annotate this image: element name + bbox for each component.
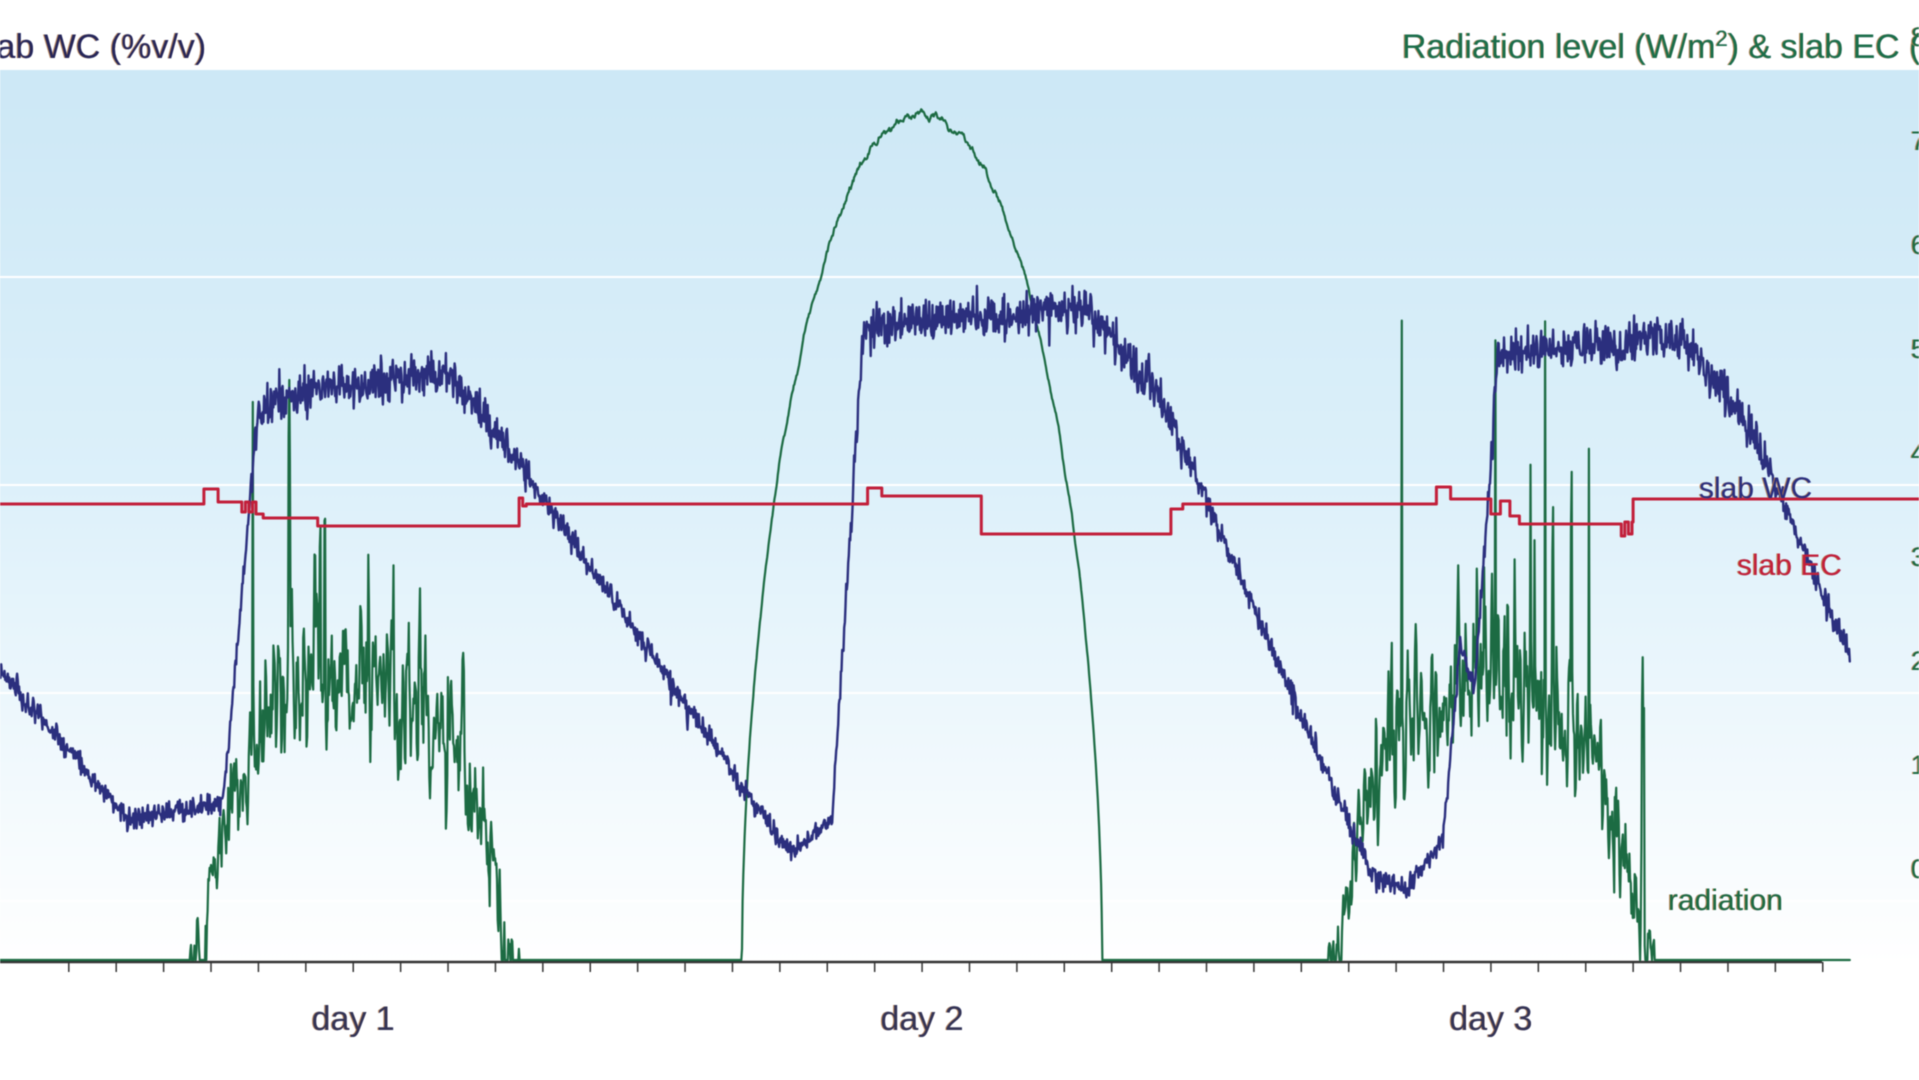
svg-text:slab WC (%v/v): slab WC (%v/v) xyxy=(0,28,206,66)
svg-text:3: 3 xyxy=(1911,542,1919,572)
svg-text:Radiation level (W/m2) & slab: Radiation level (W/m2) & slab EC (mS/cm) xyxy=(1402,26,1919,67)
svg-text:day 3: day 3 xyxy=(1449,1000,1532,1038)
svg-text:8: 8 xyxy=(1911,22,1919,52)
svg-text:day 1: day 1 xyxy=(312,1000,395,1038)
svg-text:1: 1 xyxy=(1911,750,1919,780)
svg-text:2: 2 xyxy=(1911,646,1919,676)
svg-text:5: 5 xyxy=(1911,334,1919,364)
svg-text:slab WC: slab WC xyxy=(1699,472,1812,505)
svg-text:0: 0 xyxy=(1911,854,1919,884)
svg-text:slab EC: slab EC xyxy=(1737,549,1842,582)
svg-text:7: 7 xyxy=(1911,126,1919,156)
svg-text:4: 4 xyxy=(1911,438,1919,468)
svg-text:day 2: day 2 xyxy=(880,1000,963,1038)
svg-text:radiation: radiation xyxy=(1668,884,1783,917)
svg-text:6: 6 xyxy=(1911,230,1919,260)
